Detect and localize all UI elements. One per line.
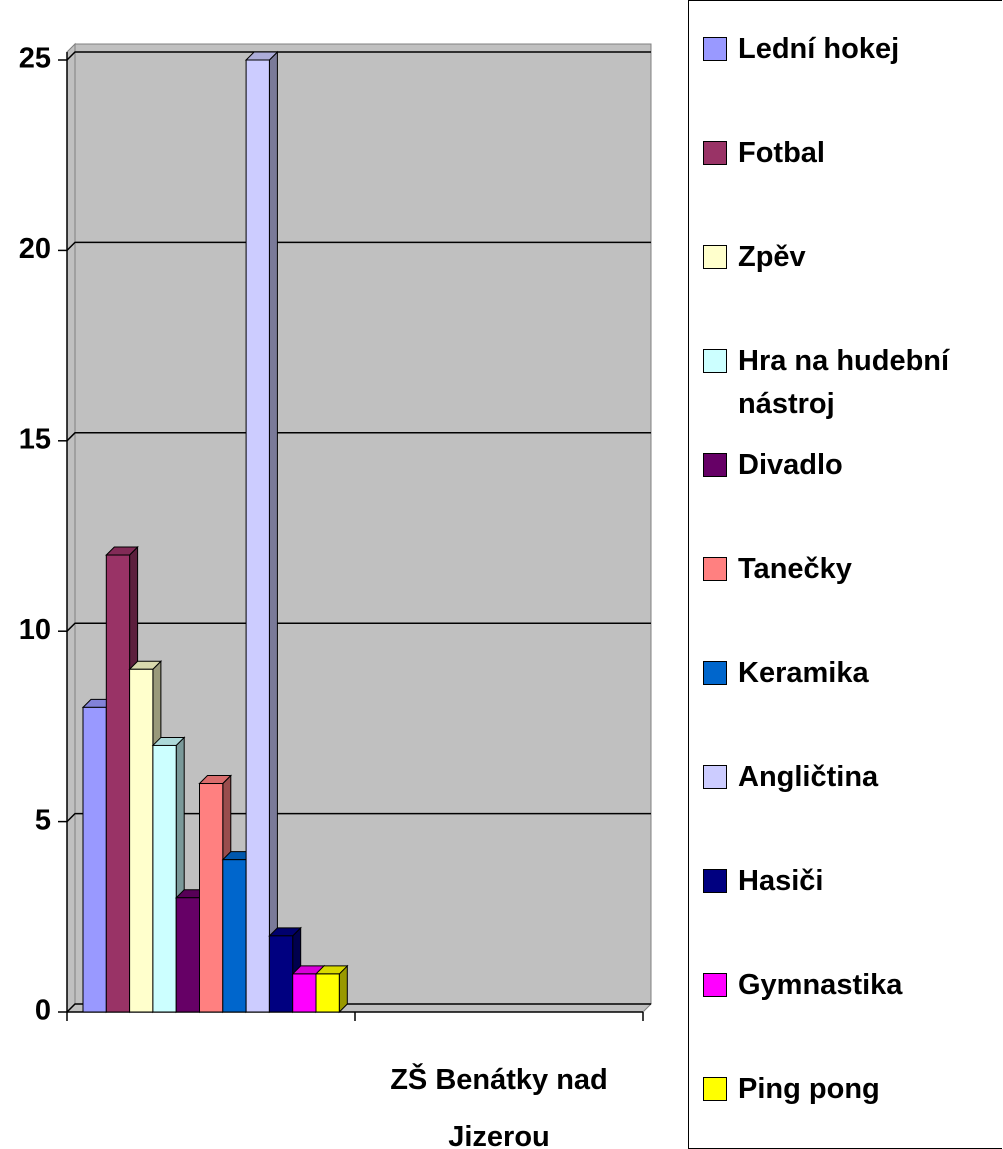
legend-swatch [703,453,727,477]
bar-front [268,935,294,1013]
legend-label: Gymnastika [738,969,903,1001]
plot: 0 5 10 15 20 25 [19,42,653,1027]
grid-line [66,432,651,442]
legend-swatch [703,661,727,685]
legend-swatch [703,973,727,997]
legend-entry: Fotbal [703,132,999,175]
grid-line [66,241,651,251]
grid-line [66,622,651,632]
legend-entry: Tanečky [703,548,999,591]
legend-entry: Zpěv [703,236,999,279]
legend-label: Ping pong [738,1073,880,1105]
bar-front [222,859,247,1013]
bar-front [199,783,224,1013]
side-wall [66,42,76,1014]
legend-swatch [703,245,727,269]
bar-side [268,50,278,1014]
legend-label: Angličtina [738,761,879,793]
legend-swatch [703,141,727,165]
legend-swatch [703,37,727,61]
legend-label: Hasiči [738,865,824,897]
legend-entry: Gymnastika [703,964,999,1007]
bar-front [245,59,270,1013]
bar [151,736,186,1014]
legend-entry: Lední hokej [703,28,999,71]
legend-entry: Ping pong [703,1068,999,1111]
legend-label: Fotbal [738,137,825,169]
y-tick-label: 5 [35,804,51,836]
y-tick-label: 20 [19,233,51,265]
legend-label: Zpěv [738,241,806,273]
bar-front [129,668,154,1013]
legend-label: Hra na hudební nástroj [738,345,950,420]
legend-entry: Hasiči [703,860,999,903]
legend-label: Keramika [738,657,869,689]
legend-label: Tanečky [738,553,852,585]
legend-entry: Keramika [703,652,999,695]
bar-front [175,897,200,1013]
legend-swatch [703,765,727,789]
legend-label: Divadlo [738,449,843,481]
legend-entry: Divadlo [703,444,999,487]
bar [314,964,349,1014]
bar-front [315,973,340,1013]
legend-swatch [703,869,727,893]
y-tick-label: 10 [19,614,51,646]
bar-front [105,554,131,1013]
y-tick-label: 0 [35,995,51,1027]
bar-front [152,744,177,1013]
legend-swatch [703,349,727,373]
grid-line [66,51,651,61]
y-tick-label: 25 [19,43,51,75]
grid-line [66,812,651,823]
bar-front [292,973,317,1013]
y-tick-label: 15 [19,423,51,455]
legend-swatch [703,1077,727,1101]
legend: Lední hokej Fotbal Zpěv Hra na hudební nást… [688,0,1002,1149]
bar [244,50,279,1014]
legend-entry: Hra na hudební nástroj [703,340,999,426]
bar-front [82,706,107,1013]
legend-label: Lední hokej [738,33,900,65]
legend-swatch [703,557,727,581]
legend-entry: Angličtina [703,756,999,799]
x-tick-label: ZŠ Benátky nad Jizerou [390,1064,608,1149]
grid-line [66,1003,651,1013]
